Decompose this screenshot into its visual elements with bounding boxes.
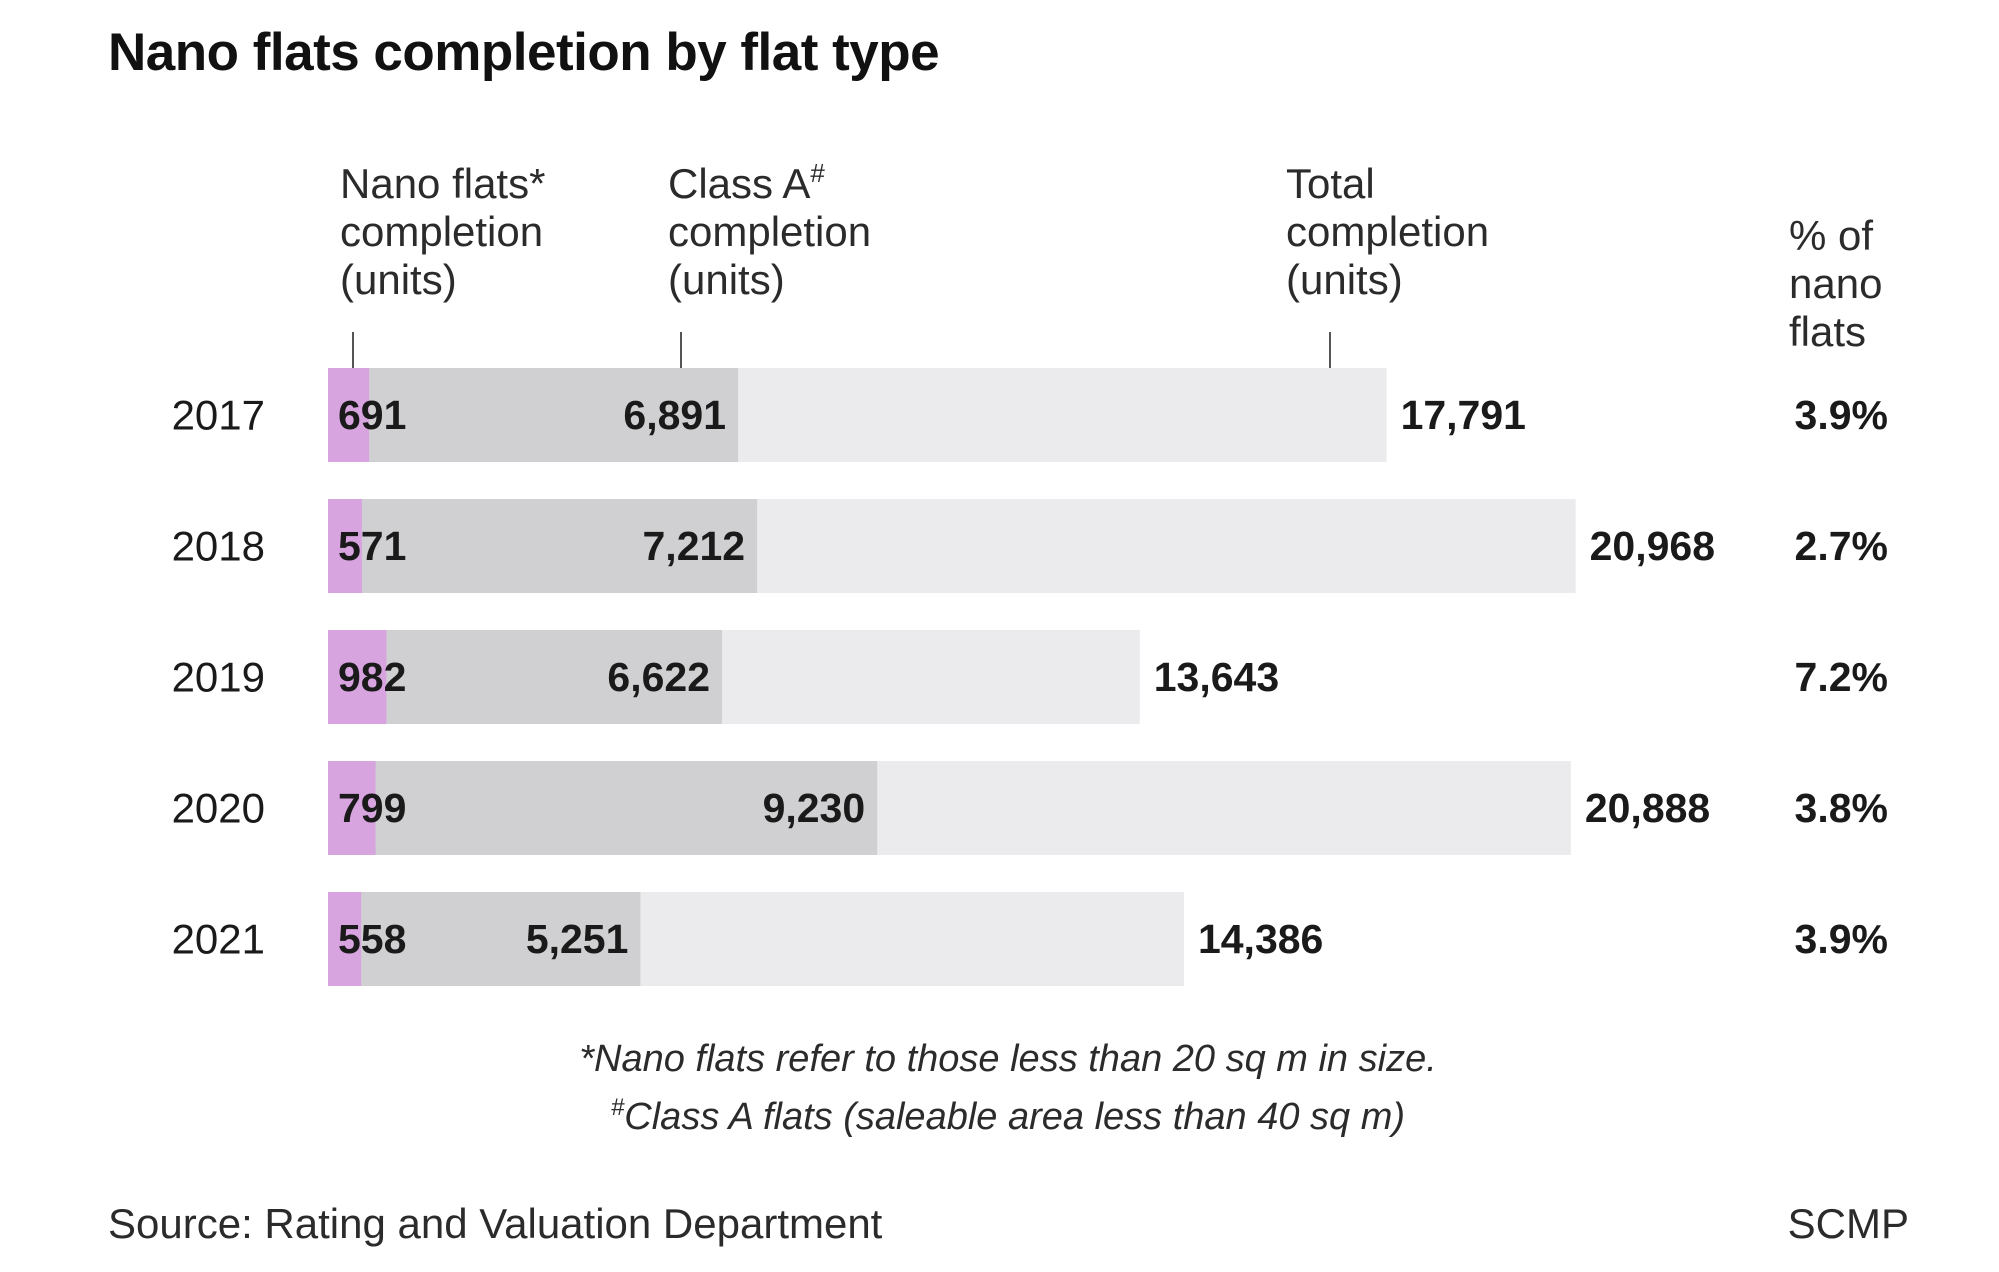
classa-footnote-text: Class A flats (saleable area less than 4…: [624, 1096, 1406, 1138]
chart-title: Nano flats completion by flat type: [108, 23, 940, 82]
pct-value-label-2020: 3.8%: [1795, 785, 1888, 831]
nano-value-label-2018: 571: [338, 523, 406, 569]
pct-header-line-3: flats: [1789, 308, 1867, 355]
total-value-label-2021: 14,386: [1198, 916, 1323, 962]
pct-value-label-2021: 3.9%: [1795, 916, 1888, 962]
year-label-2021: 2021: [172, 916, 265, 963]
total-value-label-2020: 20,888: [1585, 785, 1710, 831]
nano-value-label-2019: 982: [338, 654, 406, 700]
classa-header-line-2: completion: [668, 208, 872, 255]
total-value-label-2018: 20,968: [1590, 523, 1715, 569]
classa-header-line-3: (units): [668, 256, 785, 303]
total-column-header: Total completion (units): [1286, 160, 1489, 304]
nano-column-header: Nano flats* completion (units): [340, 160, 545, 304]
classa-value-label-2021: 5,251: [526, 916, 629, 962]
classa-value-label-2019: 6,622: [607, 654, 710, 700]
nano-header-line-3: (units): [340, 256, 457, 303]
year-label-2020: 2020: [172, 785, 265, 832]
bar-chart: 2017 691 6,891 17,791 3.9% 2018 571 7,212 20,968…: [172, 368, 1888, 986]
total-header-line-1: Total: [1286, 160, 1375, 207]
classa-bar-2021: [328, 892, 641, 986]
pct-value-label-2018: 2.7%: [1795, 523, 1888, 569]
pct-header-line-1: % of: [1789, 212, 1874, 259]
footnote-hash-mark: #: [610, 1094, 625, 1121]
nano-bar-2020: [328, 761, 376, 855]
total-value-label-2019: 13,643: [1154, 654, 1279, 700]
nano-value-label-2020: 799: [338, 785, 406, 831]
hash-mark: #: [810, 158, 825, 188]
classa-value-label-2020: 9,230: [763, 785, 866, 831]
total-header-line-2: completion: [1286, 208, 1490, 255]
nano-bar-2018: [328, 499, 362, 593]
classa-bar-2018: [328, 499, 758, 593]
source-note: Source: Rating and Valuation Department: [108, 1200, 883, 1247]
nano-bar-2019: [328, 630, 387, 724]
year-label-2017: 2017: [172, 392, 265, 439]
nano-header-line-2: completion: [340, 208, 544, 255]
pct-column-header: % of nano flats: [1789, 212, 1882, 356]
year-label-2019: 2019: [172, 654, 265, 701]
nano-value-label-2017: 691: [338, 392, 406, 438]
total-header-marker: [1329, 332, 1331, 370]
total-header-line-3: (units): [1286, 256, 1403, 303]
nano-value-label-2021: 558: [338, 916, 406, 962]
total-value-label-2017: 17,791: [1401, 392, 1526, 438]
classa-value-label-2017: 6,891: [623, 392, 726, 438]
classa-value-label-2018: 7,212: [643, 523, 746, 569]
year-label-2018: 2018: [172, 523, 265, 570]
pct-header-line-2: nano: [1789, 260, 1883, 307]
classa-header-line-1: Class A#: [668, 160, 871, 208]
classa-bar-2017: [328, 368, 739, 462]
pct-value-label-2017: 3.9%: [1795, 392, 1888, 438]
classa-header-name: Class A: [668, 160, 811, 207]
brand-credit: SCMP: [1787, 1200, 1909, 1247]
classa-bar-2020: [328, 761, 878, 855]
nano-header-marker: [352, 332, 354, 370]
nano-bar-2021: [328, 892, 362, 986]
pct-value-label-2019: 7.2%: [1795, 654, 1888, 700]
nano-header-line-1: Nano flats*: [340, 160, 546, 207]
classa-column-header: Class A# completion (units): [668, 160, 871, 304]
nano-footnote: *Nano flats refer to those less than 20 …: [579, 1038, 1437, 1080]
classa-header-marker: [680, 332, 682, 370]
nano-bar-2017: [328, 368, 370, 462]
classa-footnote: #Class A flats (saleable area less than …: [0, 1096, 1999, 1139]
classa-bar-2019: [328, 630, 723, 724]
